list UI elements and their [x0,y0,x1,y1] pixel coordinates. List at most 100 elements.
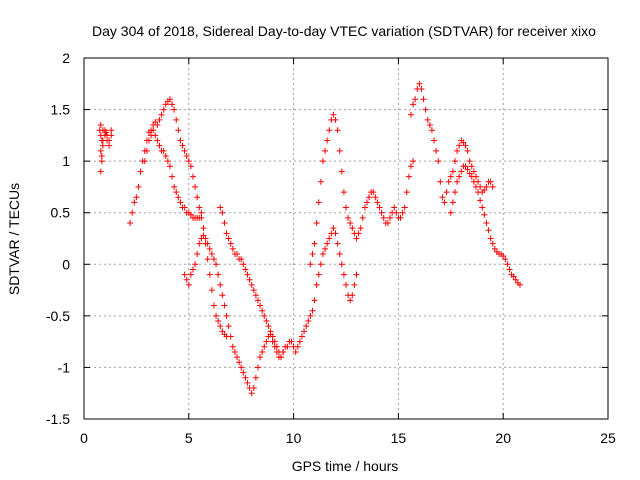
data-point [481,211,488,218]
data-point [206,271,213,278]
data-point [166,96,173,103]
data-point [156,142,163,149]
data-point [183,152,190,159]
data-point [192,183,199,190]
data-point [278,354,285,361]
data-point [418,85,425,92]
data-point [200,225,207,232]
data-point [426,122,433,129]
y-tick-label: 1.5 [51,102,71,118]
data-point [202,235,209,242]
data-point [217,281,224,288]
data-point [393,209,400,216]
data-point [194,194,201,201]
data-point [280,348,287,355]
data-point [309,250,316,257]
data-point [401,204,408,211]
data-point [410,101,417,108]
data-point [135,183,142,190]
data-point [267,328,274,335]
data-point [466,158,473,165]
data-point [504,261,511,268]
data-point [236,359,243,366]
data-point [160,147,167,154]
data-point [221,220,228,227]
data-series [96,80,523,397]
y-tick-label: -1 [58,359,71,375]
data-point [470,178,477,185]
data-point [187,211,194,218]
data-point [133,194,140,201]
data-point [156,116,163,123]
data-point [246,276,253,283]
data-point [169,101,176,108]
data-point [355,230,362,237]
data-point [420,96,427,103]
data-point [213,261,220,268]
data-point [162,152,169,159]
y-tick-label: -1.5 [46,411,70,427]
data-point [215,271,222,278]
data-point [166,163,173,170]
data-point [171,183,178,190]
data-point [500,253,507,260]
data-point [261,312,268,319]
data-point [219,209,226,216]
data-point [198,209,205,216]
data-point [227,333,234,340]
data-point [183,276,190,283]
data-point [347,297,354,304]
data-point [219,328,226,335]
data-point [185,158,192,165]
data-point [378,209,385,216]
data-point [449,168,456,175]
data-point [242,266,249,273]
data-point [307,261,314,268]
y-tick-label: 2 [62,50,70,66]
data-point [273,343,280,350]
data-point [481,187,488,194]
data-point [160,106,167,113]
data-point [250,287,257,294]
data-point [315,199,322,206]
data-point [338,261,345,268]
data-point [319,158,326,165]
data-point [336,147,343,154]
data-point [204,240,211,247]
data-point [376,204,383,211]
data-point [343,204,349,211]
data-point [491,245,498,252]
data-point [319,250,326,257]
data-point [196,204,203,211]
data-point [464,166,471,173]
data-point [466,170,473,177]
y-tick-label: 0.5 [51,205,71,221]
data-point [108,127,115,134]
data-point [158,111,165,118]
x-axis-label: GPS time / hours [292,458,399,474]
data-point [454,147,461,154]
data-point [259,348,266,355]
data-point [225,323,232,330]
data-point [204,256,211,263]
data-point [311,240,318,247]
data-point [196,240,203,247]
data-point [173,116,180,123]
data-point [441,199,448,206]
data-point [475,189,482,196]
data-point [240,369,247,376]
data-point [313,281,320,288]
data-point [254,297,261,304]
data-point [97,147,104,154]
data-point [229,343,236,350]
data-point [240,261,247,268]
data-point [324,137,331,144]
data-point [359,214,366,221]
data-point [171,106,178,113]
data-point [456,173,463,180]
data-point [361,204,368,211]
data-point [98,158,105,165]
data-point [131,199,138,206]
data-point [338,168,345,175]
